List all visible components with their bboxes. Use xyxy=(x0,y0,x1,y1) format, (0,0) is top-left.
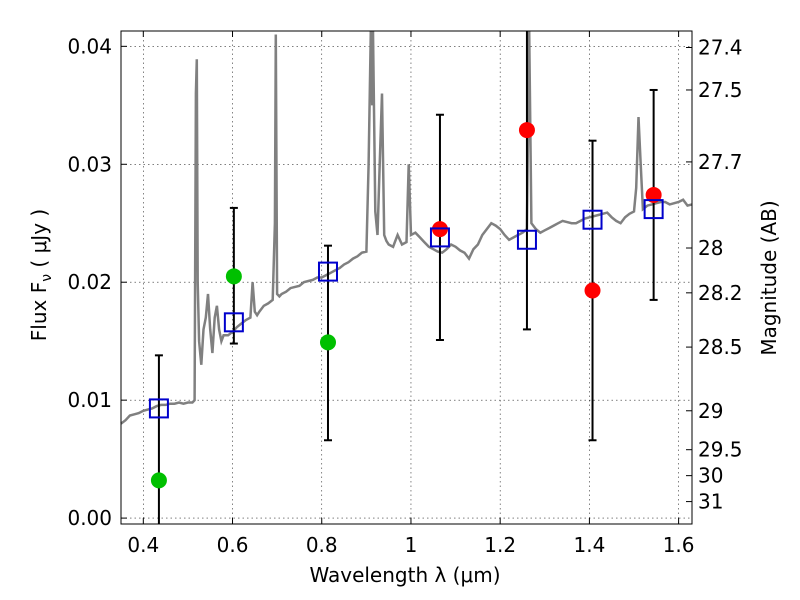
model-band-square xyxy=(582,209,603,230)
data-markers xyxy=(148,122,664,489)
red-data-point xyxy=(645,186,662,203)
y-axis-label: Flux Fν ( μJy ) xyxy=(27,209,55,341)
error-bar xyxy=(522,31,531,331)
y-tick-label: 0.03 xyxy=(67,152,112,176)
x-tick-label: 0.4 xyxy=(127,533,159,557)
y-tick-label: 0.01 xyxy=(67,388,112,412)
y2-axis-label: Magnitude (AB) xyxy=(757,200,781,355)
y-tick-label: 0.04 xyxy=(67,34,112,58)
y2-tick-label: 27.4 xyxy=(698,36,743,60)
x-tick-label: 0.6 xyxy=(217,533,249,557)
model-band-square xyxy=(223,312,244,333)
x-tick-label: 0.8 xyxy=(306,533,338,557)
y2-tick-label: 30 xyxy=(698,464,723,488)
x-tick-label: 1.4 xyxy=(573,533,605,557)
y2-tick-label: 27.5 xyxy=(698,78,743,102)
y2-tick-label: 31 xyxy=(698,490,723,514)
y-tick-label: 0.00 xyxy=(67,506,112,530)
y2-tick-label: 29 xyxy=(698,399,723,423)
model-band-square xyxy=(317,261,338,282)
green-data-point xyxy=(150,472,167,489)
y2-tick-label: 28.5 xyxy=(698,335,743,359)
y2-tick-label: 28.2 xyxy=(698,281,743,305)
axis-ticks: 0.4 0.6 0.8 1 1.2 1.4 1.6 0.00 0.01 0.02 0.03 0.04 2… xyxy=(67,31,743,557)
model-band-square xyxy=(148,398,169,419)
x-tick-label: 1.6 xyxy=(663,533,695,557)
model-band-square xyxy=(643,199,664,220)
red-data-point xyxy=(584,282,601,299)
grid-lines xyxy=(121,31,692,524)
model-band-square xyxy=(516,229,537,250)
x-tick-label: 1.2 xyxy=(484,533,516,557)
x-tick-label: 1 xyxy=(405,533,418,557)
error-bar xyxy=(154,354,163,524)
y-tick-label: 0.02 xyxy=(67,270,112,294)
green-data-point xyxy=(319,334,336,351)
model-band-square xyxy=(429,227,450,248)
green-data-point xyxy=(225,268,242,285)
y2-tick-label: 28 xyxy=(698,236,723,260)
spectrum-line xyxy=(120,30,693,425)
x-axis-label: Wavelength λ (μm) xyxy=(309,563,500,587)
spectrum-layer xyxy=(120,30,693,425)
red-data-point xyxy=(518,122,535,139)
y2-tick-label: 29.5 xyxy=(698,438,743,462)
y2-tick-label: 27.7 xyxy=(698,150,743,174)
plot-frame xyxy=(120,30,693,525)
